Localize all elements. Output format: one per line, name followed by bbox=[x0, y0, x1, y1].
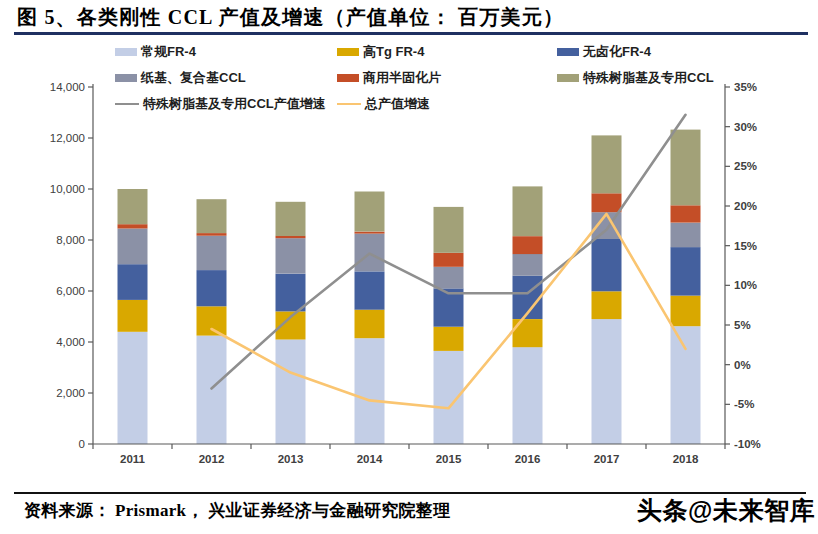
chart-legend: 常规FR-4高Tg FR-4无卤化FR-4纸基、复合基CCL商用半固化片特殊树脂… bbox=[0, 0, 818, 534]
legend-label: 高Tg FR-4 bbox=[363, 43, 424, 61]
legend-swatch bbox=[557, 74, 579, 82]
legend-item: 无卤化FR-4 bbox=[557, 44, 651, 60]
legend-swatch bbox=[337, 103, 361, 106]
legend-swatch bbox=[115, 103, 139, 106]
legend-item: 特殊树脂基及专用CCL产值增速 bbox=[115, 96, 326, 112]
watermark: 头条@未来智库 bbox=[637, 494, 815, 527]
legend-item: 常规FR-4 bbox=[115, 44, 196, 60]
legend-label: 无卤化FR-4 bbox=[583, 43, 651, 61]
legend-label: 商用半固化片 bbox=[363, 69, 441, 87]
legend-label: 特殊树脂基及专用CCL bbox=[583, 69, 714, 87]
legend-swatch bbox=[115, 74, 137, 82]
legend-label: 总产值增速 bbox=[365, 95, 430, 113]
legend-item: 特殊树脂基及专用CCL bbox=[557, 70, 714, 86]
legend-label: 特殊树脂基及专用CCL产值增速 bbox=[143, 95, 326, 113]
figure-page: 图 5、各类刚性 CCL 产值及增速（产值单位： 百万美元） 02,0004,0… bbox=[0, 0, 818, 534]
legend-swatch bbox=[337, 74, 359, 82]
legend-item: 纸基、复合基CCL bbox=[115, 70, 246, 86]
legend-swatch bbox=[557, 48, 579, 56]
legend-item: 商用半固化片 bbox=[337, 70, 441, 86]
legend-label: 常规FR-4 bbox=[141, 43, 196, 61]
legend-item: 总产值增速 bbox=[337, 96, 430, 112]
source-note: 资料来源： Prismark， 兴业证券经济与金融研究院整理 bbox=[24, 499, 450, 522]
legend-label: 纸基、复合基CCL bbox=[141, 69, 246, 87]
legend-item: 高Tg FR-4 bbox=[337, 44, 424, 60]
legend-swatch bbox=[337, 48, 359, 56]
legend-swatch bbox=[115, 48, 137, 56]
